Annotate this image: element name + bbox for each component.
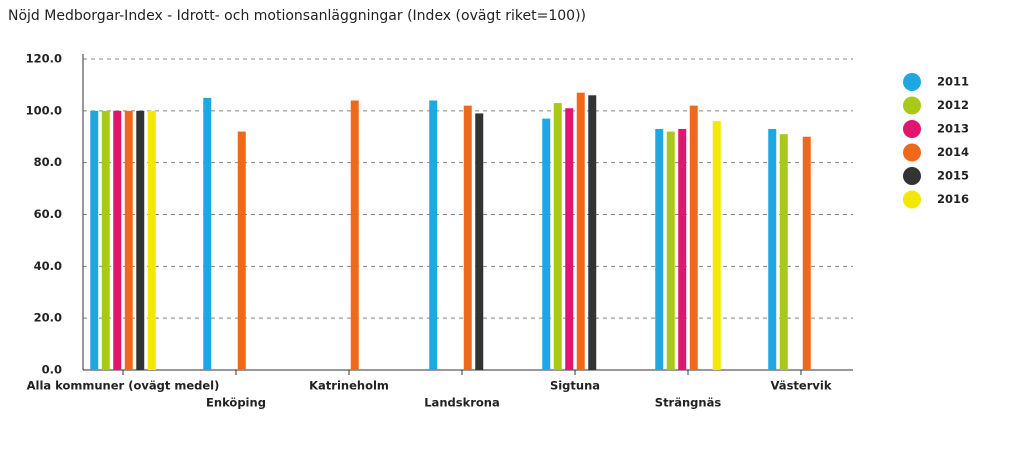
bar bbox=[90, 110, 99, 370]
bar bbox=[203, 97, 212, 370]
bar bbox=[136, 110, 145, 370]
bar bbox=[463, 105, 472, 371]
bar bbox=[689, 105, 698, 371]
bar bbox=[565, 108, 574, 370]
y-tick-label: 100.0 bbox=[26, 103, 62, 117]
bar bbox=[576, 92, 585, 371]
bar bbox=[779, 134, 788, 370]
bar bbox=[429, 100, 438, 370]
legend-label: 2016 bbox=[937, 192, 969, 206]
bar bbox=[655, 128, 664, 370]
bar bbox=[802, 136, 811, 370]
y-tick-label: 80.0 bbox=[34, 155, 62, 169]
legend-label: 2012 bbox=[937, 98, 969, 112]
bar bbox=[124, 110, 133, 370]
x-tick-label: Landskrona bbox=[424, 396, 500, 410]
bar bbox=[350, 100, 359, 370]
legend-label: 2011 bbox=[937, 75, 969, 89]
bar bbox=[588, 95, 597, 371]
bar bbox=[475, 113, 484, 371]
y-tick-label: 0.0 bbox=[42, 363, 62, 377]
x-tick-label: Västervik bbox=[771, 379, 832, 393]
bar bbox=[712, 121, 721, 370]
legend-swatch bbox=[903, 167, 921, 185]
y-tick-label: 20.0 bbox=[34, 311, 62, 325]
y-tick-label: 60.0 bbox=[34, 207, 62, 221]
y-tick-label: 40.0 bbox=[34, 259, 62, 273]
legend-label: 2014 bbox=[937, 145, 969, 159]
legend-label: 2013 bbox=[937, 122, 969, 136]
x-tick-label: Sigtuna bbox=[550, 379, 600, 393]
legend-swatch bbox=[903, 120, 921, 138]
bar bbox=[768, 128, 777, 370]
x-tick-label: Alla kommuner (ovägt medel) bbox=[27, 379, 220, 393]
legend-label: 2015 bbox=[937, 169, 969, 183]
bar bbox=[678, 128, 687, 370]
bar bbox=[666, 131, 675, 370]
y-tick-label: 120.0 bbox=[26, 52, 62, 66]
chart-title: Nöjd Medborgar-Index - Idrott- och motio… bbox=[8, 8, 586, 24]
bar bbox=[101, 110, 110, 370]
x-tick-label: Enköping bbox=[206, 396, 266, 410]
x-tick-label: Katrineholm bbox=[309, 379, 389, 393]
bar bbox=[237, 131, 246, 370]
bar bbox=[553, 103, 562, 370]
legend-swatch bbox=[903, 143, 921, 162]
bar bbox=[147, 110, 156, 370]
x-tick-label: Strängnäs bbox=[655, 396, 722, 410]
bar bbox=[542, 118, 551, 370]
bar bbox=[113, 110, 122, 370]
legend-swatch bbox=[903, 73, 921, 91]
legend-swatch bbox=[903, 96, 921, 115]
legend-swatch bbox=[903, 190, 921, 209]
